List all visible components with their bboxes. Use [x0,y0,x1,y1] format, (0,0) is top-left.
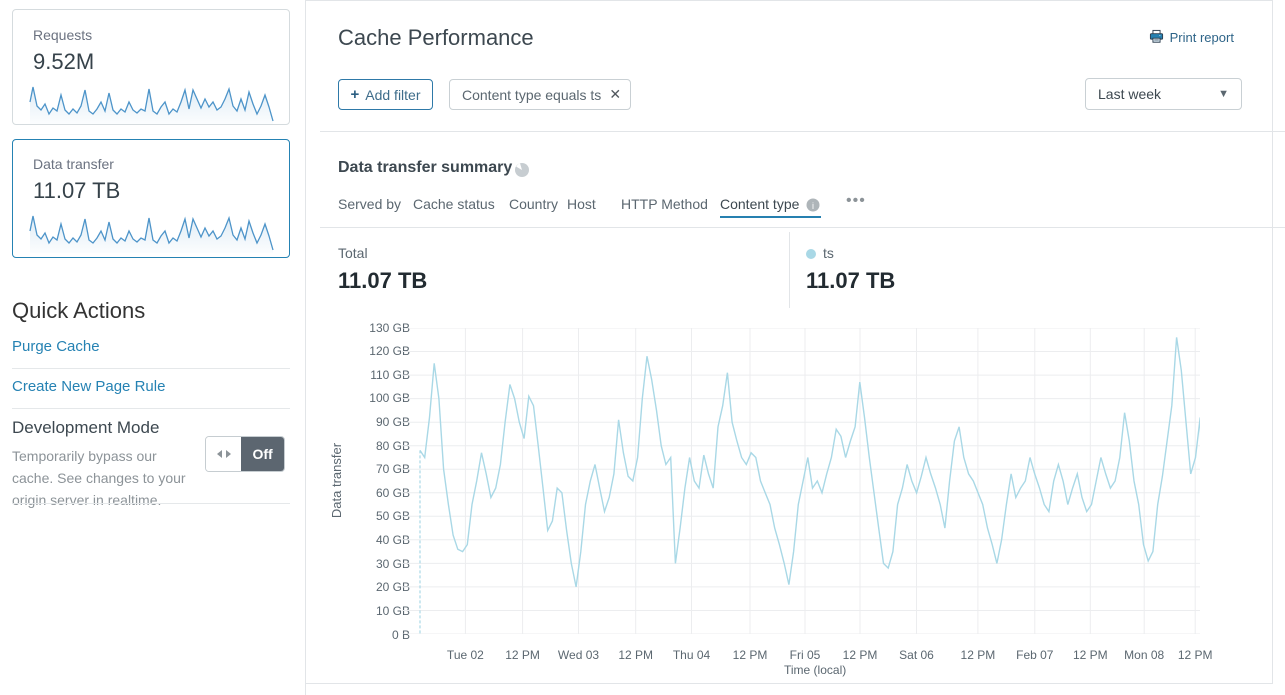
svg-text:i: i [812,201,814,211]
